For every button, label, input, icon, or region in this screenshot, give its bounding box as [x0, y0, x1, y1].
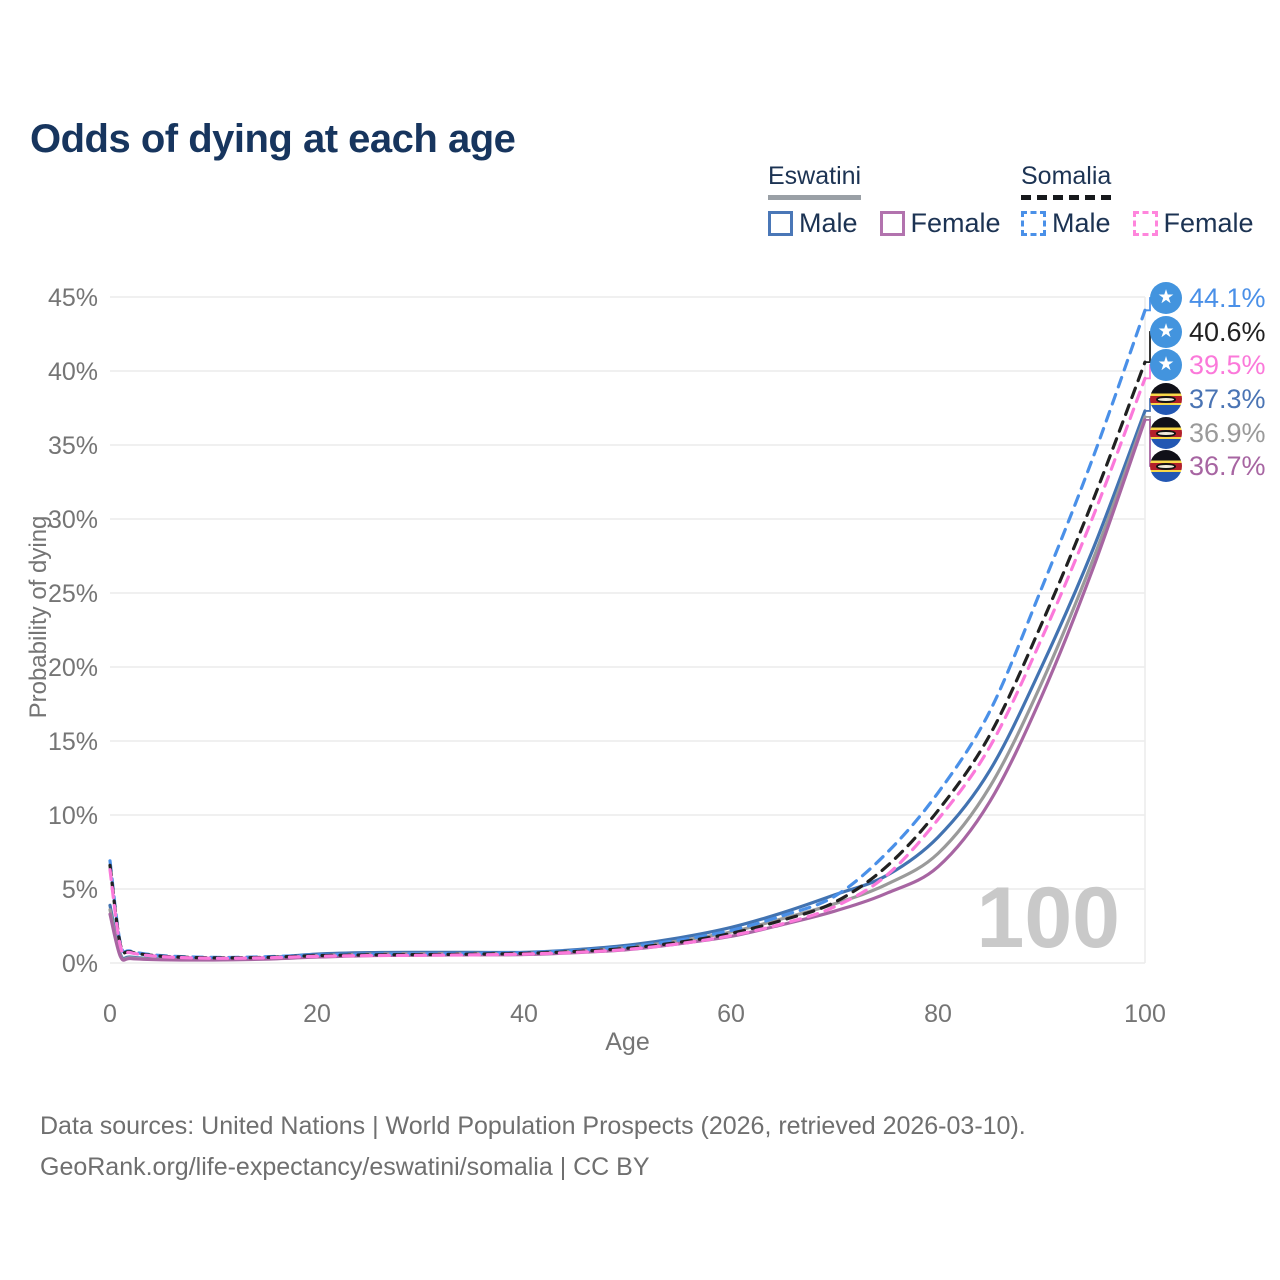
x-tick-label: 80	[924, 1000, 952, 1028]
end-label-value: 40.6%	[1189, 316, 1266, 347]
legend-item-eswatini-male[interactable]: Male	[768, 208, 858, 239]
legend-somalia: Somalia Male Female	[1021, 162, 1254, 239]
legend-item-somalia-female[interactable]: Female	[1132, 208, 1254, 239]
end-label-somalia-both: 40.6%	[1150, 315, 1266, 349]
legend-eswatini-header: Eswatini	[768, 162, 862, 200]
x-tick-label: 60	[717, 1000, 745, 1028]
footer-attribution: GeoRank.org/life-expectancy/eswatini/som…	[40, 1153, 650, 1181]
y-axis-title: Probability of dying	[25, 516, 52, 719]
legend-item-eswatini-female[interactable]: Female	[879, 208, 1001, 239]
somalia-female-swatch-icon	[1132, 211, 1158, 236]
end-label-value: 36.9%	[1189, 417, 1266, 448]
end-label-somalia-male: 44.1%	[1150, 281, 1266, 315]
eswatini-flag-icon	[1150, 450, 1182, 482]
end-label-value: 44.1%	[1189, 282, 1266, 313]
y-tick-label: 15%	[48, 728, 98, 756]
eswatini-flag-icon	[1150, 383, 1182, 415]
y-tick-label: 30%	[48, 506, 98, 534]
series-line-somalia-female[interactable]	[108, 376, 1147, 960]
legend-label: Female	[1163, 208, 1254, 238]
series-line-somalia-male[interactable]	[108, 308, 1147, 960]
eswatini-female-swatch-icon	[879, 211, 905, 236]
somalia-flag-icon	[1150, 349, 1182, 381]
footer: Data sources: United Nations | World Pop…	[40, 1106, 1026, 1188]
x-tick-label: 100	[1124, 1000, 1166, 1028]
x-tick-label: 40	[510, 1000, 538, 1028]
legend-somalia-header: Somalia	[1021, 162, 1112, 200]
y-tick-label: 35%	[48, 432, 98, 460]
y-tick-label: 25%	[48, 580, 98, 608]
y-tick-label: 45%	[48, 284, 98, 312]
eswatini-male-swatch-icon	[768, 211, 793, 236]
y-tick-label: 5%	[62, 876, 98, 904]
y-tick-label: 0%	[62, 950, 98, 978]
y-tick-label: 20%	[48, 654, 98, 682]
y-tick-label: 10%	[48, 802, 98, 830]
series-line-somalia-both[interactable]	[108, 360, 1147, 960]
end-label-eswatini-both: 36.9%	[1150, 416, 1266, 450]
page-title: Odds of dying at each age	[30, 116, 516, 161]
somalia-flag-icon	[1150, 316, 1182, 348]
end-label-eswatini-male: 37.3%	[1150, 382, 1266, 416]
legend-eswatini: Eswatini Male Female	[768, 162, 1001, 239]
end-label-somalia-female: 39.5%	[1150, 348, 1266, 382]
x-tick-label: 20	[303, 1000, 331, 1028]
eswatini-flag-icon	[1150, 417, 1182, 449]
end-label-value: 39.5%	[1189, 349, 1266, 380]
x-axis-title: Age	[605, 1028, 649, 1056]
watermark-age-100: 100	[977, 870, 1121, 966]
end-label-value: 37.3%	[1189, 383, 1266, 414]
somalia-male-swatch-icon	[1021, 211, 1046, 236]
legend-label: Female	[910, 208, 1001, 238]
somalia-flag-icon	[1150, 282, 1182, 314]
legend-item-somalia-male[interactable]: Male	[1021, 208, 1111, 239]
y-tick-label: 40%	[48, 358, 98, 386]
footer-data-sources: Data sources: United Nations | World Pop…	[40, 1112, 1026, 1140]
end-label-eswatini-female: 36.7%	[1150, 449, 1266, 483]
legend-label: Male	[799, 208, 858, 238]
x-tick-label: 0	[103, 1000, 117, 1028]
end-label-value: 36.7%	[1189, 450, 1266, 481]
legend-label: Male	[1052, 208, 1111, 238]
